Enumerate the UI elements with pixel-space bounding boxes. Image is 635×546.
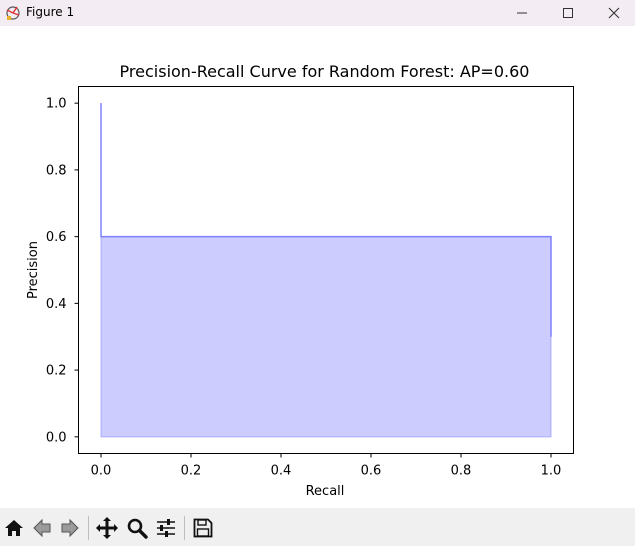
navigation-toolbar <box>0 508 635 546</box>
pan-button[interactable] <box>94 515 120 541</box>
y-axis-label: Precision <box>26 241 41 299</box>
maximize-button[interactable] <box>545 0 591 26</box>
y-tick-label: 0.4 <box>46 297 67 312</box>
x-tick-label: 0.0 <box>91 464 112 479</box>
pr-area-fill <box>100 103 552 438</box>
minimize-button[interactable] <box>499 0 545 26</box>
window-title: Figure 1 <box>26 5 75 19</box>
forward-button[interactable] <box>57 515 83 541</box>
toolbar-separator <box>184 516 185 540</box>
precision-recall-chart: Precision-Recall Curve for Random Forest… <box>26 62 574 499</box>
home-button[interactable] <box>1 515 27 541</box>
y-tick-label: 0.8 <box>46 163 67 178</box>
close-icon <box>608 7 620 19</box>
pr-curve-line <box>100 103 552 337</box>
save-disk-icon <box>193 518 213 538</box>
x-tick-label: 0.6 <box>361 464 382 479</box>
y-tick-label: 0.0 <box>46 430 67 445</box>
close-button[interactable] <box>591 0 635 26</box>
zoom-magnifier-icon <box>127 518 148 539</box>
chart-title: Precision-Recall Curve for Random Forest… <box>120 62 530 81</box>
x-axis-label: Recall <box>306 484 345 499</box>
y-tick-label: 1.0 <box>46 97 67 112</box>
x-tick-label: 0.2 <box>181 464 202 479</box>
configure-subplots-button[interactable] <box>153 515 179 541</box>
pan-move-icon <box>96 517 118 539</box>
zoom-button[interactable] <box>124 515 150 541</box>
back-arrow-icon <box>33 518 51 538</box>
matplotlib-figure-icon <box>4 4 22 22</box>
minimize-icon <box>517 12 527 14</box>
window-titlebar: Figure 1 <box>0 0 635 26</box>
home-icon <box>5 520 23 536</box>
configure-subplots-icon <box>157 519 175 537</box>
forward-arrow-icon <box>61 518 79 538</box>
save-button[interactable] <box>190 515 216 541</box>
toolbar-separator <box>88 516 89 540</box>
back-button[interactable] <box>29 515 55 541</box>
y-tick-label: 0.2 <box>46 364 67 379</box>
y-tick-label: 0.6 <box>46 230 67 245</box>
x-tick-label: 0.4 <box>271 464 292 479</box>
x-tick-label: 1.0 <box>541 464 562 479</box>
maximize-icon <box>563 8 573 18</box>
x-tick-label: 0.8 <box>451 464 472 479</box>
axes-frame <box>78 86 574 454</box>
figure-canvas: Precision-Recall Curve for Random Forest… <box>0 26 635 508</box>
